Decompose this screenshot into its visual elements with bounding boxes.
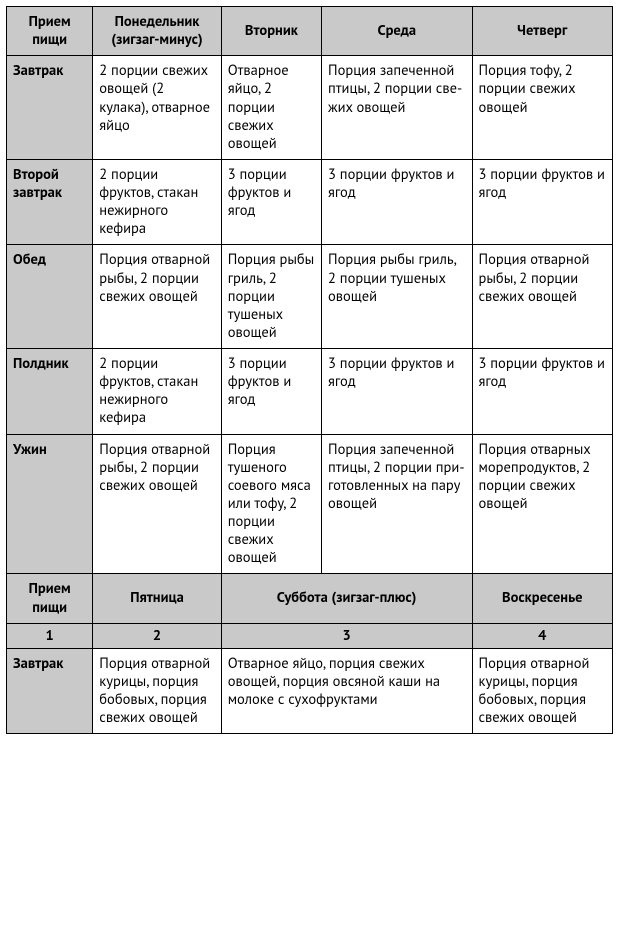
cell: 3 порции фрук­тов и ягод	[322, 349, 472, 435]
cell: Порция от­варной ры­бы, 2 порции свежих …	[93, 434, 221, 574]
cell: 2 порции фруктов, ста­кан нежирно­го кеф…	[93, 349, 221, 435]
col-sunday: Воскресенье	[472, 574, 612, 623]
cell: Порция тофу, 2 порции све­жих овощей	[472, 56, 612, 160]
row-meal-second-breakfast: Второй завтрак	[7, 159, 93, 245]
cell: Порция отвар­ной курицы, порция бобо­вых…	[472, 648, 612, 734]
table-row: Второй завтрак 2 порции фруктов, ста­кан…	[7, 159, 613, 245]
row-meal-breakfast-2: Завтрак	[7, 648, 93, 734]
table-row: Обед Порция от­варной ры­бы, 2 порции св…	[7, 245, 613, 349]
colnum-1: 1	[7, 623, 93, 648]
cell: 3 порции фрук­тов и ягод	[322, 159, 472, 245]
colnum-2: 2	[93, 623, 221, 648]
cell: Порция отвар­ных морепро­дуктов, 2 пор­ц…	[472, 434, 612, 574]
cell: Порция рыбы гриль, 2 порции тушеных овощ…	[221, 245, 321, 349]
col-wednesday: Среда	[322, 7, 472, 56]
table1-header-row: Прием пищи Понедельник (зигзаг-минус) Вт…	[7, 7, 613, 56]
col-tuesday: Вторник	[221, 7, 321, 56]
row-meal-breakfast: Завтрак	[7, 56, 93, 160]
cell: Отварное яйцо, порция свежих овощей, пор…	[221, 648, 472, 734]
cell: Порция запе­ченной птицы, 2 порции при­г…	[322, 434, 472, 574]
cell: 3 порции фруктов и ягод	[221, 159, 321, 245]
table-row: Завтрак Порция от­варной кури­цы, порция…	[7, 648, 613, 734]
colnum-3: 3	[221, 623, 472, 648]
col-saturday: Суббота (зигзаг-плюс)	[221, 574, 472, 623]
cell: 3 порции фруктов и ягод	[472, 349, 612, 435]
row-meal-lunch: Обед	[7, 245, 93, 349]
table-row: Ужин Порция от­варной ры­бы, 2 порции св…	[7, 434, 613, 574]
cell: 3 порции фруктов и ягод	[472, 159, 612, 245]
cell: Порция отвар­ной рыбы, 2 порции све­жих …	[472, 245, 612, 349]
table2-number-row: 1 2 3 4	[7, 623, 613, 648]
col-thursday: Четверг	[472, 7, 612, 56]
table-row: Полдник 2 порции фруктов, ста­кан нежирн…	[7, 349, 613, 435]
cell: Порция тушеного соевого мяса или тофу, 2…	[221, 434, 321, 574]
cell: Порция рыбы гриль, 2 пор­ции тушеных ово…	[322, 245, 472, 349]
row-meal-dinner: Ужин	[7, 434, 93, 574]
cell: 2 порции све­жих овощей (2 кулака), от­в…	[93, 56, 221, 160]
cell: 2 порции фруктов, ста­кан нежирно­го кеф…	[93, 159, 221, 245]
col-meal: Прием пищи	[7, 7, 93, 56]
table2-header-row: Прием пищи Пятница Суббота (зигзаг-плюс)…	[7, 574, 613, 623]
table-row: Завтрак 2 порции све­жих овощей (2 кулак…	[7, 56, 613, 160]
cell: Порция от­варной кури­цы, порция бобовых…	[93, 648, 221, 734]
row-meal-snack: Полдник	[7, 349, 93, 435]
cell: Порция запе­ченной птицы, 2 порции све­ж…	[322, 56, 472, 160]
meal-plan-table-1: Прием пищи Понедельник (зигзаг-минус) Вт…	[6, 6, 613, 734]
col-friday: Пятница	[93, 574, 221, 623]
cell: 3 порции фруктов и ягод	[221, 349, 321, 435]
cell: Порция от­варной ры­бы, 2 порции свежих …	[93, 245, 221, 349]
cell: Отварное яйцо, 2 порции свежих овощей	[221, 56, 321, 160]
colnum-4: 4	[472, 623, 612, 648]
col-monday: Понедельник (зигзаг-минус)	[93, 7, 221, 56]
col-meal-2: Прием пищи	[7, 574, 93, 623]
